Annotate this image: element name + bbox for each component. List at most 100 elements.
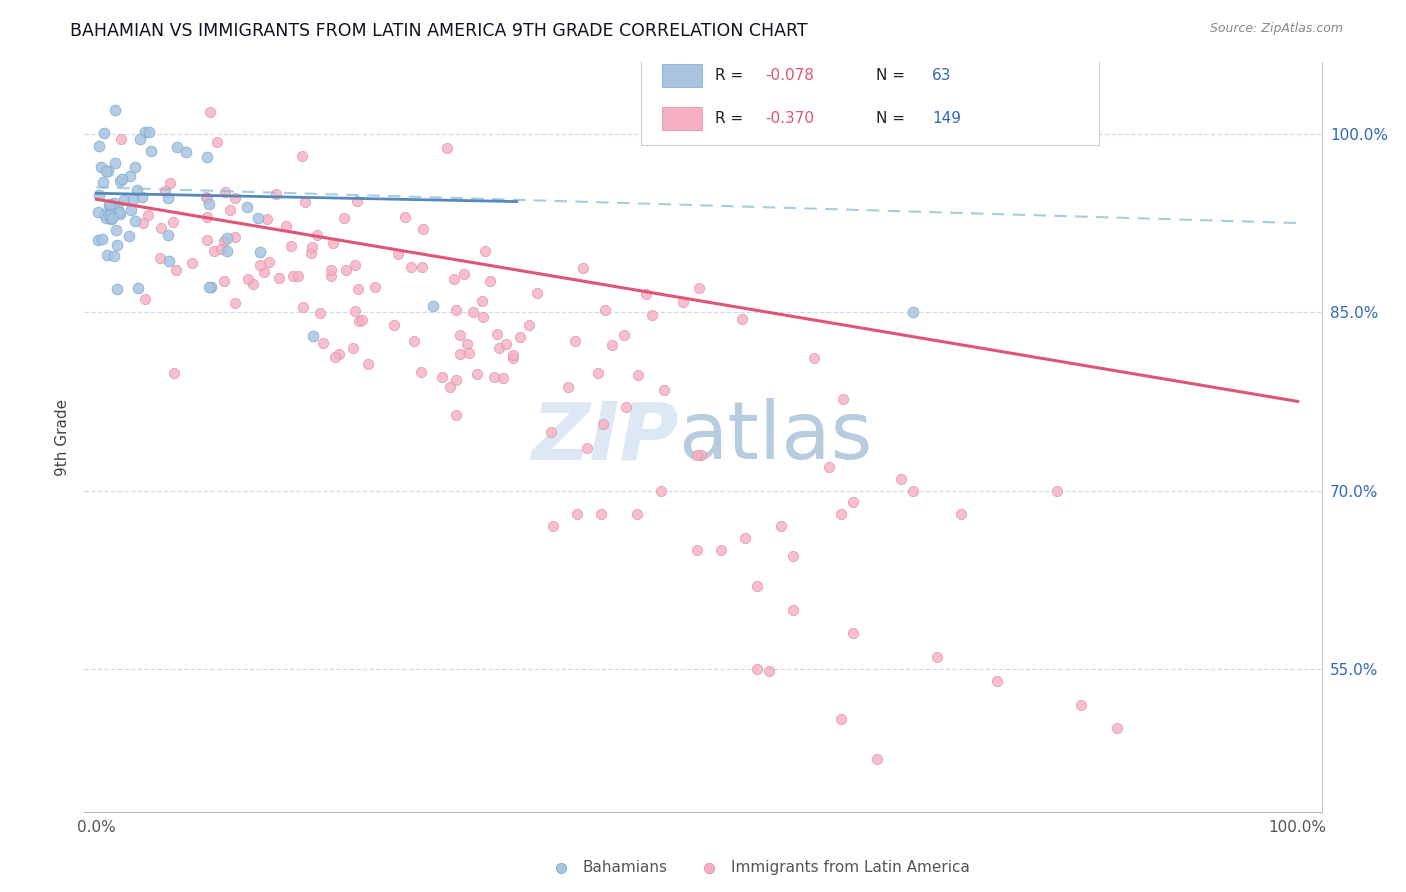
Point [322,236,344,251]
Point [94,163,117,178]
Point [321,269,343,284]
Point [541,519,564,533]
Text: Source: ZipAtlas.com: Source: ZipAtlas.com [1209,22,1343,36]
Point [91,175,114,189]
Text: ZIP: ZIP [531,398,678,476]
Point [831,392,853,407]
Point [456,336,478,351]
Point [436,141,458,155]
Point [350,312,373,326]
Point [242,277,264,291]
Point [195,233,218,247]
Point [1107,722,1129,736]
Point [131,190,153,204]
Point [444,373,467,387]
Text: BAHAMIAN VS IMMIGRANTS FROM LATIN AMERICA 9TH GRADE CORRELATION CHART: BAHAMIAN VS IMMIGRANTS FROM LATIN AMERIC… [70,22,808,40]
Point [195,190,218,204]
Point [842,626,865,640]
Point [159,176,181,190]
Point [104,223,127,237]
Point [342,341,364,355]
Point [93,207,115,221]
Y-axis label: 9th Grade: 9th Grade [55,399,70,475]
Point [1046,483,1069,498]
Point [257,254,280,268]
Point [139,145,162,159]
Point [486,327,509,342]
Point [332,211,354,226]
Point [108,174,131,188]
Point [453,268,475,282]
Point [312,335,335,350]
Point [652,383,675,397]
Point [112,193,135,207]
Point [488,341,510,355]
Point [90,160,112,174]
Point [502,348,524,362]
Point [495,337,517,351]
Point [180,256,202,270]
Point [249,258,271,272]
Point [138,125,160,139]
Point [264,187,287,202]
Point [758,665,780,679]
Point [688,281,710,295]
Point [138,208,160,222]
Point [215,244,238,258]
Point [105,283,128,297]
Point [411,260,433,274]
Point [842,495,865,509]
Point [927,650,949,665]
Text: 63: 63 [932,68,952,83]
Point [830,712,852,726]
Point [132,216,155,230]
Point [465,367,488,381]
Point [153,184,176,198]
Point [283,269,305,284]
Point [125,183,148,197]
Point [150,220,173,235]
Point [105,238,128,252]
Point [803,351,825,365]
Point [589,508,612,522]
Point [634,287,657,301]
Point [224,190,246,204]
Point [474,244,496,258]
Point [195,150,218,164]
Point [299,245,322,260]
Point [117,229,139,244]
Point [104,155,127,169]
Point [745,579,768,593]
Point [344,258,367,272]
Point [323,350,346,364]
Text: 149: 149 [932,112,960,126]
Point [492,370,515,384]
Point [319,263,342,277]
Point [449,327,471,342]
Point [236,271,259,285]
Point [357,357,380,371]
Text: Bahamians: Bahamians [583,861,668,875]
Point [269,270,291,285]
Text: N =: N = [876,68,910,83]
Point [472,310,495,324]
Point [686,448,709,462]
Point [195,191,218,205]
Point [818,459,841,474]
Point [215,231,238,245]
Point [87,188,110,202]
Point [118,169,141,184]
Point [586,366,609,380]
Point [105,201,128,215]
Point [246,211,269,225]
Point [110,131,132,145]
Point [402,334,425,348]
Point [509,330,531,344]
Point [627,368,650,382]
Point [444,303,467,318]
Text: R =: R = [716,112,748,126]
Point [478,274,501,288]
Text: atlas: atlas [678,398,873,476]
Point [291,149,314,163]
Point [124,214,146,228]
